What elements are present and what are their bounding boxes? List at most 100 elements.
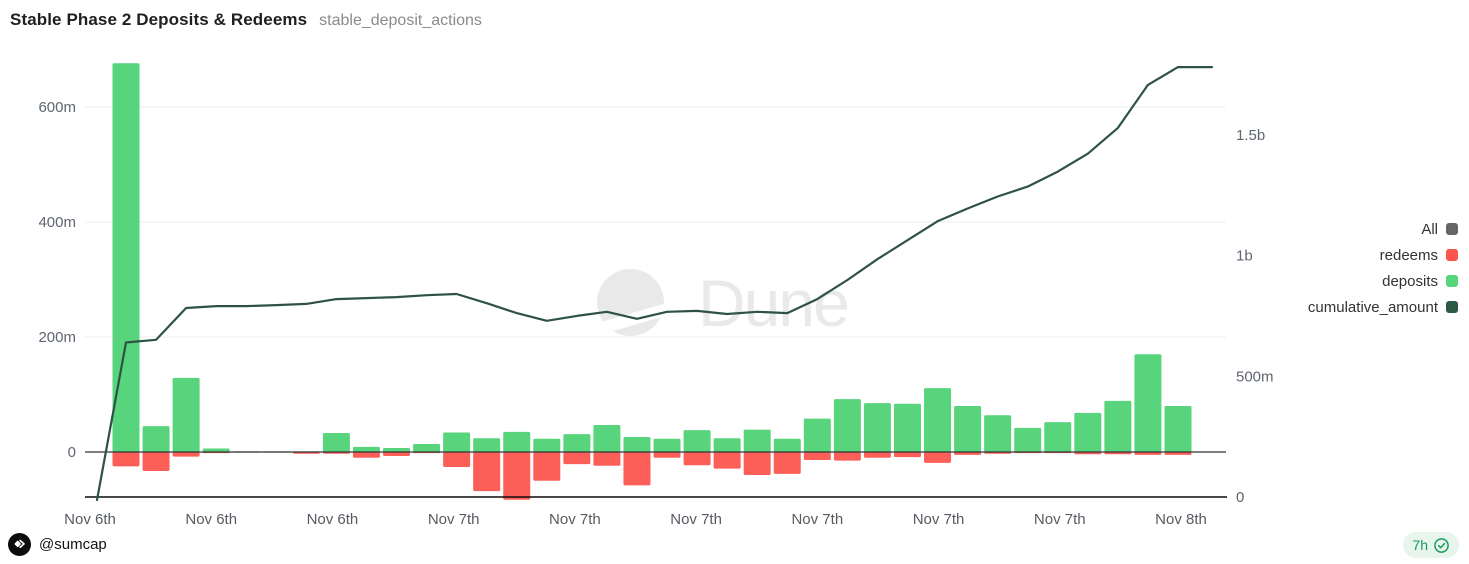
legend-swatch [1446,249,1458,261]
x-axis-label: Nov 8th [1155,511,1207,528]
dune-watermark: Dune [597,265,850,340]
deposit-bar [1014,427,1042,452]
deposit-bar [593,424,621,452]
deposit-bar [713,438,741,452]
redeem-bar [112,452,140,467]
deposit-bar [172,377,200,452]
dune-watermark-text: Dune [698,265,850,340]
legend-item-deposits[interactable]: deposits [1308,268,1458,294]
redeem-bar [443,452,471,467]
redeem-bar [893,452,921,458]
deposit-bar [1044,422,1072,452]
axis-labels: 600m 400m 200m 0 1.5b 1b 500m 0 Nov 6th Nov 6th No… [38,99,1273,528]
query-name-link[interactable]: stable_deposit_actions [319,12,482,29]
axis-lines [85,451,1227,498]
cumulative-line [95,65,1214,502]
deposit-bar [473,438,501,452]
legend-swatch [1446,301,1458,313]
author-name: @sumcap [39,536,107,553]
x-axis-label: Nov 6th [307,511,359,528]
author-link[interactable]: @sumcap [8,533,107,556]
redeem-bar [1134,452,1162,455]
deposit-bar [322,433,350,452]
redeem-bar [863,452,891,458]
deposit-bar [202,448,230,452]
deposit-bar [683,430,711,452]
redeem-bar [743,452,771,475]
deposit-bar [893,403,921,452]
x-axis-label: Nov 7th [913,511,965,528]
deposit-bar [984,415,1012,452]
left-axis-tick: 600m [38,99,76,116]
x-axis-label: Nov 7th [670,511,722,528]
redeem-bar [773,452,801,474]
redeem-bar [172,452,200,457]
sumcap-avatar-icon [8,533,31,556]
right-axis-tick: 1.5b [1236,127,1265,144]
x-axis-label: Nov 6th [64,511,116,528]
gridlines [85,106,1226,338]
redeem-bar [533,452,561,481]
redeem-bar [383,452,411,457]
legend-item-redeems[interactable]: redeems [1308,242,1458,268]
redeem-bar [563,452,591,465]
redeem-bar [352,452,380,458]
left-axis-tick: 400m [38,214,76,231]
redeem-bar [833,452,861,461]
redeem-bar [623,452,651,486]
chart-header: Stable Phase 2 Deposits & Redeems stable… [10,10,482,30]
redeem-bar [924,452,952,463]
redeem-bar [593,452,621,466]
x-axis-label: Nov 7th [791,511,843,528]
right-axis-tick: 0 [1236,489,1244,506]
deposit-bar [623,437,651,452]
dune-logo-icon [597,269,664,336]
redeem-bar [1164,452,1192,455]
verified-check-icon [1433,537,1450,554]
x-axis-label: Nov 7th [1034,511,1086,528]
deposit-bar [833,399,861,452]
cumulative-amount-line [95,65,1214,502]
deposit-bar [653,438,681,452]
x-axis-label: Nov 7th [428,511,480,528]
legend-item-label: All [1421,220,1438,238]
deposit-bar [563,434,591,452]
chart-title: Stable Phase 2 Deposits & Redeems [10,10,308,29]
legend-item-label: cumulative_amount [1307,298,1438,316]
redeem-bar [473,452,501,492]
legend-item-label: deposits [1382,272,1438,290]
left-axis-tick: 200m [38,329,76,346]
legend-item-label: redeems [1379,246,1438,264]
redeem-bar [954,452,982,455]
deposit-bar [773,438,801,452]
redeem-bar [503,452,531,500]
redeem-bar [653,452,681,458]
deposit-bar [803,418,831,452]
deposit-bar [743,429,771,452]
deposit-bar [383,447,411,452]
deposit-bar [1134,354,1162,452]
legend-item-cumulative-amount[interactable]: cumulative_amount [1308,294,1458,320]
deposit-bar [142,426,170,452]
deposit-bar [863,403,891,452]
right-axis-tick: 500m [1236,368,1274,385]
legend-item-all[interactable]: All [1308,216,1458,242]
deposit-bar [924,388,952,452]
legend-swatch [1446,275,1458,287]
deposit-bar [413,443,441,452]
deposit-bar [1104,400,1132,452]
redeem-bar [142,452,170,471]
right-axis-tick: 1b [1236,248,1253,265]
redeem-bar [713,452,741,469]
redeem-bar [683,452,711,466]
legend-swatch [1446,223,1458,235]
bar-series [112,63,1192,500]
refresh-age-badge[interactable]: 7h [1403,532,1459,558]
deposit-bar [352,446,380,452]
deposit-bar [954,406,982,452]
age-label: 7h [1412,537,1428,553]
deposit-bar [1074,412,1102,452]
deposit-bar [443,432,471,452]
